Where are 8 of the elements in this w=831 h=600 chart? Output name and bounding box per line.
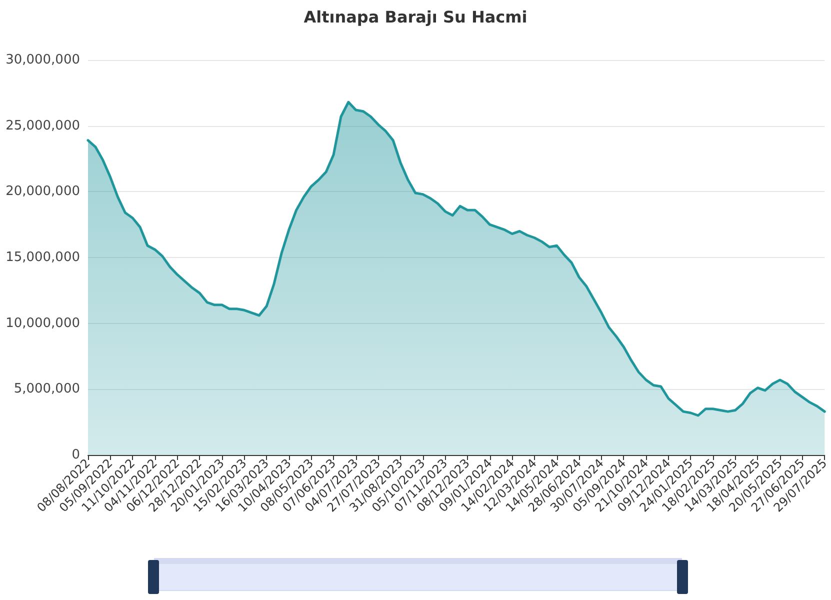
y-tick-label: 15,000,000: [6, 250, 80, 265]
chart-title: Altınapa Barajı Su Hacmi: [304, 8, 528, 26]
y-tick-label: 10,000,000: [6, 316, 80, 331]
y-tick-label: 20,000,000: [6, 184, 80, 200]
y-tick-label: 25,000,000: [6, 118, 80, 134]
y-tick-label: 30,000,000: [6, 52, 80, 68]
y-tick-label: 0: [72, 448, 80, 462]
y-tick-label: 5,000,000: [14, 382, 80, 397]
